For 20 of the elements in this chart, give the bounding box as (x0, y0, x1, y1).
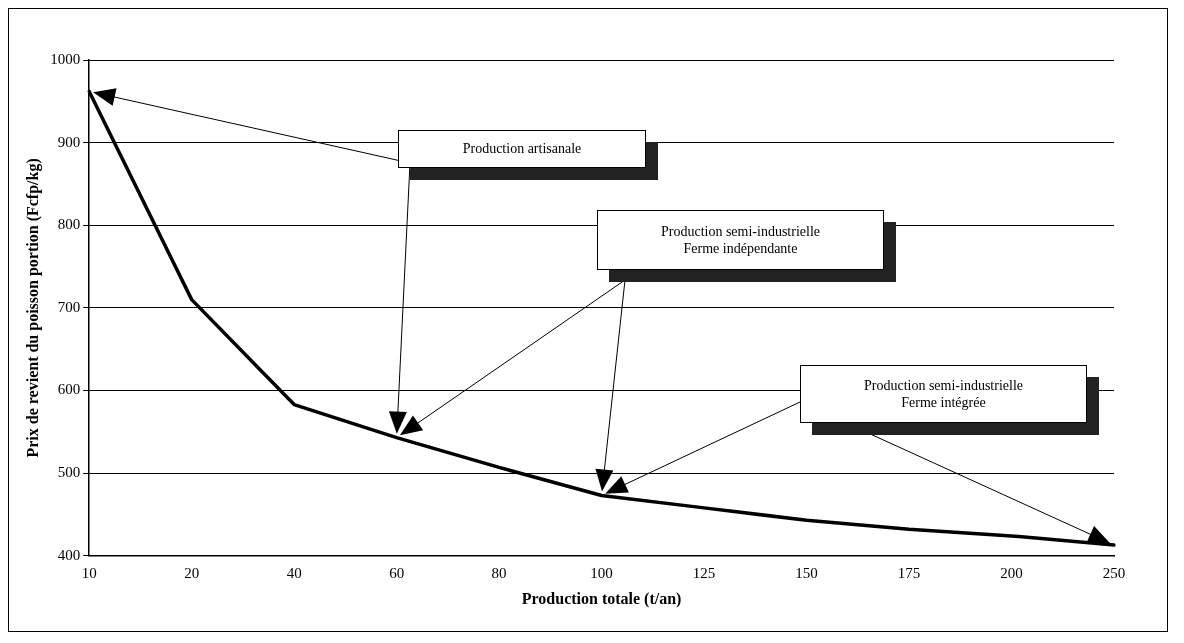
x-tick-label: 80 (491, 564, 507, 581)
x-axis-title: Production totale (t/an) (521, 589, 682, 608)
y-tick-label: 700 (57, 298, 81, 315)
x-tick-label: 200 (1000, 564, 1023, 581)
y-tick-label: 500 (57, 464, 81, 481)
x-tick-label: 250 (1102, 564, 1126, 581)
y-axis-title: Prix de revient du poisson portion (Fcfp/kg) (23, 158, 42, 458)
x-tick-label: 125 (692, 564, 716, 581)
y-tick-label: 400 (57, 546, 81, 563)
x-tick-label: 10 (81, 564, 97, 581)
y-tick-label: 1000 (50, 50, 81, 67)
x-tick-label: 100 (590, 564, 613, 581)
y-tick-label: 800 (57, 216, 81, 233)
y-tick-label: 600 (57, 381, 81, 398)
x-tick-label: 150 (795, 564, 818, 581)
y-tick-label: 900 (57, 133, 81, 150)
x-tick-label: 40 (286, 564, 302, 581)
x-tick-label: 60 (389, 564, 405, 581)
x-tick-label: 20 (184, 564, 200, 581)
x-tick-label: 175 (897, 564, 921, 581)
